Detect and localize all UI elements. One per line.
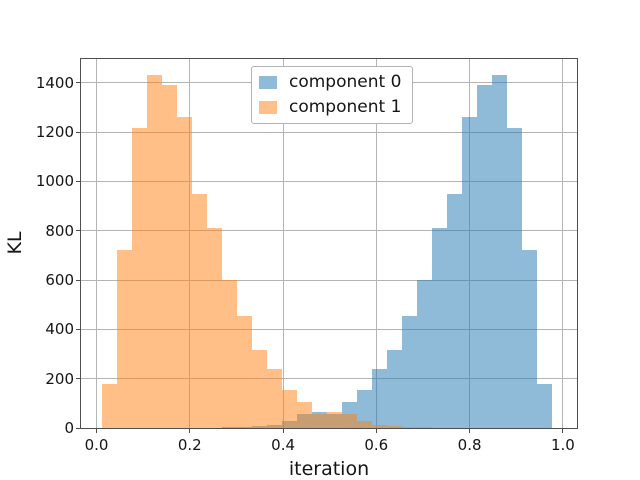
histogram-bar-component-1 bbox=[132, 128, 148, 428]
legend-swatch-component-0 bbox=[259, 76, 277, 89]
histogram-bar-component-1 bbox=[417, 427, 433, 428]
y-tick-label: 1400 bbox=[35, 73, 74, 92]
histogram-bar-component-0 bbox=[492, 75, 508, 428]
legend-swatch-component-1 bbox=[259, 101, 277, 114]
gridline-horizontal bbox=[81, 279, 577, 281]
bars-component-1 bbox=[81, 59, 577, 428]
histogram-bar-component-1 bbox=[282, 389, 298, 428]
gridline-horizontal bbox=[81, 180, 577, 182]
x-axis-label: iteration bbox=[288, 458, 370, 480]
x-axis-ticks bbox=[81, 429, 577, 434]
histogram-bar-component-1 bbox=[117, 250, 133, 428]
histogram-bar-component-1 bbox=[372, 424, 388, 428]
y-tick-label: 600 bbox=[45, 271, 74, 289]
gridline-horizontal bbox=[81, 328, 577, 330]
histogram-bar-component-0 bbox=[507, 128, 523, 428]
histogram-bar-component-1 bbox=[162, 85, 178, 428]
legend-item-component-0: component 0 bbox=[259, 73, 401, 92]
gridline-horizontal bbox=[81, 131, 577, 133]
gridline-vertical bbox=[562, 59, 564, 428]
legend-label-component-1: component 1 bbox=[289, 97, 402, 117]
y-tick-mark bbox=[76, 427, 80, 429]
y-tick-mark bbox=[76, 82, 80, 84]
histogram-bar-component-0 bbox=[357, 389, 373, 428]
histogram-bar-component-1 bbox=[312, 413, 328, 428]
y-tick-mark bbox=[76, 328, 80, 330]
y-tick-label: 800 bbox=[45, 221, 74, 240]
histogram-bar-component-0 bbox=[417, 280, 433, 428]
histogram-bar-component-1 bbox=[237, 315, 253, 428]
x-tick-label: 0.6 bbox=[364, 436, 389, 454]
y-tick-mark bbox=[76, 378, 80, 380]
y-tick-label: 1000 bbox=[35, 172, 74, 191]
x-tick-label: 0.8 bbox=[457, 436, 482, 454]
x-tick-label: 0.2 bbox=[177, 436, 202, 454]
histogram-bar-component-1 bbox=[327, 411, 343, 428]
histogram-bar-component-0 bbox=[372, 368, 388, 428]
y-tick-label: 200 bbox=[45, 369, 74, 388]
histogram-bar-component-0 bbox=[477, 85, 493, 428]
y-tick-label: 400 bbox=[45, 320, 74, 339]
histogram-bar-component-0 bbox=[522, 250, 538, 428]
histogram-bar-component-1 bbox=[222, 280, 238, 428]
x-tick-mark bbox=[562, 429, 564, 433]
legend-item-component-1: component 1 bbox=[259, 98, 401, 117]
gridline-horizontal bbox=[81, 378, 577, 380]
gridline-horizontal bbox=[81, 230, 577, 232]
x-tick-mark bbox=[469, 429, 471, 433]
histogram-bar-component-1 bbox=[342, 414, 358, 428]
histogram-bar-component-1 bbox=[147, 75, 163, 428]
histogram-bar-component-0 bbox=[537, 383, 553, 428]
legend: component 0 component 1 bbox=[251, 66, 414, 124]
y-tick-mark bbox=[76, 230, 80, 232]
y-tick-label: 0 bbox=[64, 419, 74, 437]
y-tick-mark bbox=[76, 180, 80, 182]
y-axis-ticks bbox=[76, 59, 81, 429]
histogram-bar-component-1 bbox=[102, 383, 118, 428]
histogram-bar-component-0 bbox=[387, 350, 403, 428]
histogram-bar-component-1 bbox=[267, 368, 283, 428]
x-tick-mark bbox=[96, 429, 97, 433]
legend-label-component-0: component 0 bbox=[289, 72, 402, 92]
y-tick-label: 1200 bbox=[35, 123, 74, 141]
y-tick-mark bbox=[76, 279, 80, 281]
x-tick-mark bbox=[282, 429, 284, 433]
histogram-bar-component-1 bbox=[387, 426, 403, 428]
histogram-bar-component-0 bbox=[462, 117, 478, 428]
histogram-bar-component-1 bbox=[297, 402, 313, 428]
histogram-bar-component-0 bbox=[447, 193, 463, 428]
histogram-bar-component-1 bbox=[252, 350, 268, 428]
x-tick-label: 0.4 bbox=[271, 436, 296, 454]
gridline-vertical bbox=[96, 59, 97, 428]
histogram-bar-component-0 bbox=[432, 228, 448, 428]
gridline-vertical bbox=[282, 59, 284, 428]
histogram-bar-component-1 bbox=[192, 193, 208, 428]
y-tick-mark bbox=[76, 131, 80, 133]
histogram-bar-component-1 bbox=[402, 426, 418, 428]
x-tick-mark bbox=[189, 429, 191, 433]
x-tick-mark bbox=[375, 429, 377, 433]
histogram-bar-component-1 bbox=[357, 420, 373, 428]
histogram-bar-component-1 bbox=[177, 117, 193, 428]
histogram-bar-component-0 bbox=[402, 315, 418, 428]
y-axis-label: KL bbox=[4, 231, 26, 255]
x-tick-label: 0.0 bbox=[84, 436, 109, 454]
gridline-vertical bbox=[375, 59, 377, 428]
histogram-bar-component-1 bbox=[207, 228, 223, 428]
x-tick-label: 1.0 bbox=[550, 436, 575, 454]
